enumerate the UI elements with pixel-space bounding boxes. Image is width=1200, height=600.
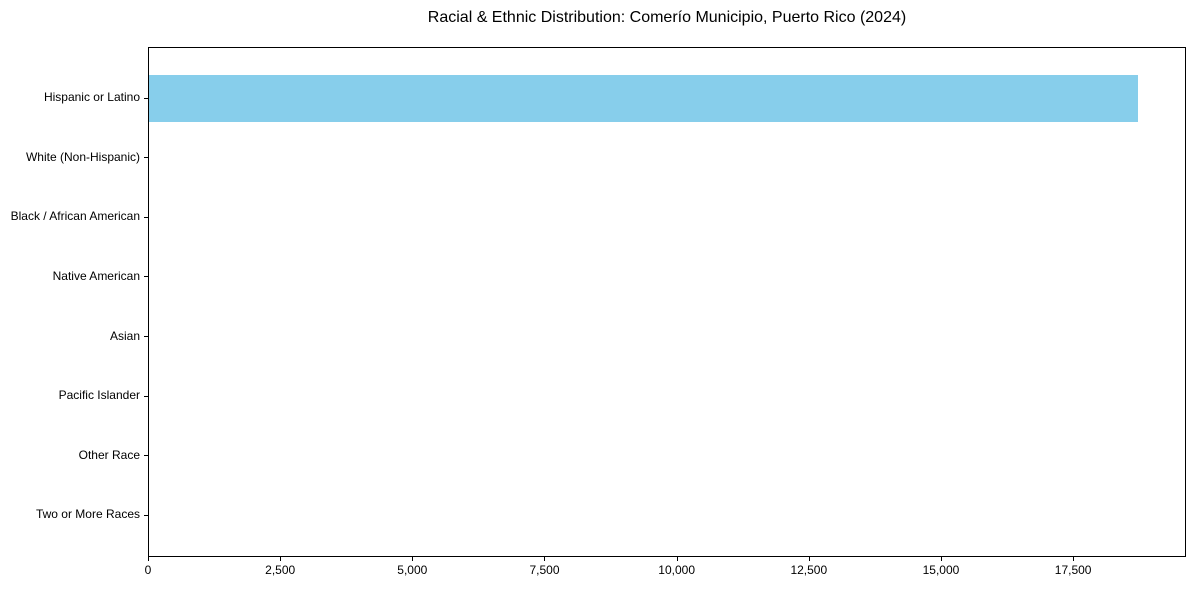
y-tick-label: Asian — [109, 328, 140, 343]
y-tick-mark — [144, 514, 148, 516]
x-tick-mark — [412, 557, 414, 561]
y-tick-label: Hispanic or Latino — [43, 90, 140, 104]
x-tick-label: 15,000 — [922, 563, 960, 577]
y-tick-label: Two or More Races — [35, 507, 140, 522]
y-tick-label: Black / African American — [10, 209, 140, 224]
y-tick-label: White (Non-Hispanic) — [25, 149, 140, 164]
x-tick-label: 7,500 — [529, 563, 560, 577]
y-tick-mark — [144, 395, 148, 397]
y-tick-label: Native American — [52, 268, 140, 283]
y-tick-mark — [144, 336, 148, 338]
plot-area — [148, 47, 1186, 557]
x-tick-mark — [940, 557, 942, 561]
bar-hispanic-or-latino — [149, 74, 1138, 123]
y-tick-label: Pacific Islander — [58, 388, 140, 403]
x-tick-mark — [544, 557, 546, 561]
y-tick-mark — [144, 455, 148, 457]
x-tick-mark — [1073, 557, 1075, 561]
y-tick-mark — [144, 157, 148, 159]
x-tick-mark — [676, 557, 678, 561]
y-tick-mark — [144, 97, 148, 99]
x-tick-label: 12,500 — [790, 563, 828, 577]
x-tick-label: 5,000 — [397, 563, 428, 577]
y-tick-mark — [144, 216, 148, 218]
x-tick-label: 0 — [144, 563, 152, 577]
x-tick-mark — [280, 557, 282, 561]
x-tick-label: 10,000 — [658, 563, 695, 577]
x-tick-mark — [808, 557, 810, 561]
x-tick-mark — [148, 557, 149, 561]
x-tick-label: 2,500 — [265, 563, 296, 577]
y-tick-label: Other Race — [78, 447, 140, 462]
x-tick-label: 17,500 — [1054, 563, 1092, 577]
y-tick-mark — [144, 276, 148, 278]
chart-title: Racial & Ethnic Distribution: Comerío Mu… — [427, 9, 907, 26]
